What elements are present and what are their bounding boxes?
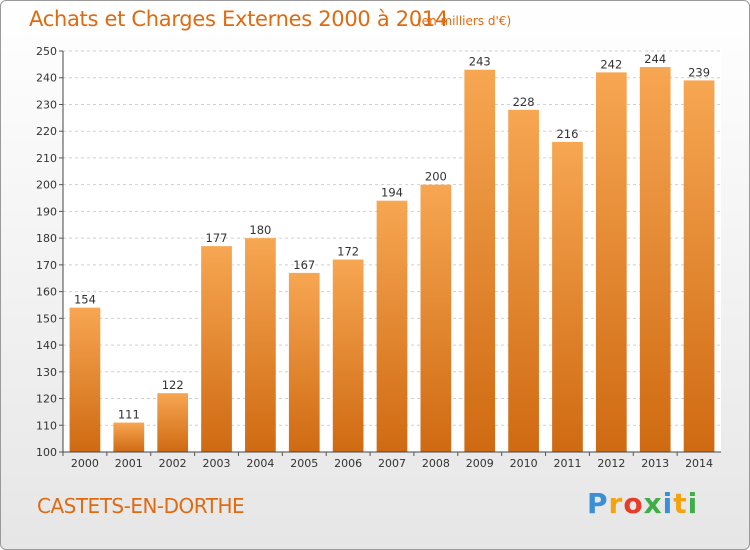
logo-letter: i xyxy=(662,487,674,520)
x-tick-label: 2007 xyxy=(378,457,406,470)
data-label-2010: 228 xyxy=(513,95,535,109)
data-label-2013: 244 xyxy=(644,52,666,66)
bar-2013 xyxy=(639,67,671,452)
y-tick-label: 160 xyxy=(36,286,57,299)
data-label-2004: 180 xyxy=(249,223,271,237)
x-tick-label: 2009 xyxy=(466,457,494,470)
y-tick-label: 170 xyxy=(36,259,57,272)
y-tick-label: 140 xyxy=(36,339,57,352)
x-tick-label: 2005 xyxy=(290,457,318,470)
data-label-2001: 111 xyxy=(118,408,140,422)
logo-letter: r xyxy=(608,487,624,520)
data-label-2012: 242 xyxy=(600,57,622,71)
data-label-2014: 239 xyxy=(688,65,710,79)
bar-2007 xyxy=(376,200,408,452)
x-tick-label: 2002 xyxy=(159,457,187,470)
data-label-2009: 243 xyxy=(469,55,491,69)
logo-letter: x xyxy=(643,487,663,520)
bar-2002 xyxy=(157,393,189,452)
bar-2000 xyxy=(69,307,101,452)
x-tick-label: 2000 xyxy=(71,457,99,470)
y-tick-label: 200 xyxy=(36,179,57,192)
x-tick-label: 2014 xyxy=(685,457,713,470)
y-tick-label: 220 xyxy=(36,125,57,138)
x-tick-label: 2010 xyxy=(510,457,538,470)
bar-2010 xyxy=(508,109,539,453)
data-label-2002: 122 xyxy=(162,378,184,392)
x-tick-label: 2001 xyxy=(115,457,143,470)
y-tick-label: 120 xyxy=(36,393,57,406)
y-tick-label: 150 xyxy=(36,312,57,325)
bar-2009 xyxy=(464,69,496,453)
y-tick-label: 130 xyxy=(36,366,57,379)
y-tick-label: 100 xyxy=(36,446,57,459)
chart-subtitle: (en milliers d'€) xyxy=(417,14,512,28)
bar-2006 xyxy=(332,259,364,452)
logo-letter: i xyxy=(687,487,699,520)
y-tick-label: 250 xyxy=(36,45,57,58)
logo-letter: t xyxy=(673,487,688,520)
bar-2003 xyxy=(201,246,232,452)
logo-letter: o xyxy=(623,487,644,520)
proxiti-logo: Proxiti xyxy=(587,487,698,520)
data-label-2005: 167 xyxy=(293,258,315,272)
bar-2012 xyxy=(595,72,627,453)
data-label-2011: 216 xyxy=(556,127,578,141)
bar-2008 xyxy=(420,184,452,452)
bar-2005 xyxy=(288,272,320,452)
data-label-2000: 154 xyxy=(74,293,96,307)
bar-2001 xyxy=(113,422,145,452)
y-tick-label: 240 xyxy=(36,72,57,85)
y-tick-label: 110 xyxy=(36,419,57,432)
place-name: CASTETS-EN-DORTHE xyxy=(37,494,245,518)
data-label-2007: 194 xyxy=(381,186,403,200)
y-tick-label: 190 xyxy=(36,205,57,218)
bar-2004 xyxy=(245,238,276,452)
data-label-2003: 177 xyxy=(206,231,228,245)
y-tick-label: 230 xyxy=(36,98,57,111)
data-label-2008: 200 xyxy=(425,170,447,184)
y-tick-label: 210 xyxy=(36,152,57,165)
bar-2014 xyxy=(683,80,715,452)
x-tick-label: 2004 xyxy=(246,457,274,470)
x-tick-label: 2011 xyxy=(553,457,581,470)
bar-2011 xyxy=(552,141,583,453)
x-tick-label: 2008 xyxy=(422,457,450,470)
x-tick-label: 2013 xyxy=(641,457,669,470)
chart-title: Achats et Charges Externes 2000 à 2014 xyxy=(29,7,449,31)
x-tick-label: 2006 xyxy=(334,457,362,470)
x-tick-label: 2003 xyxy=(203,457,231,470)
y-tick-label: 180 xyxy=(36,232,57,245)
x-tick-label: 2012 xyxy=(597,457,625,470)
data-label-2006: 172 xyxy=(337,245,359,259)
logo-letter: P xyxy=(587,487,609,520)
